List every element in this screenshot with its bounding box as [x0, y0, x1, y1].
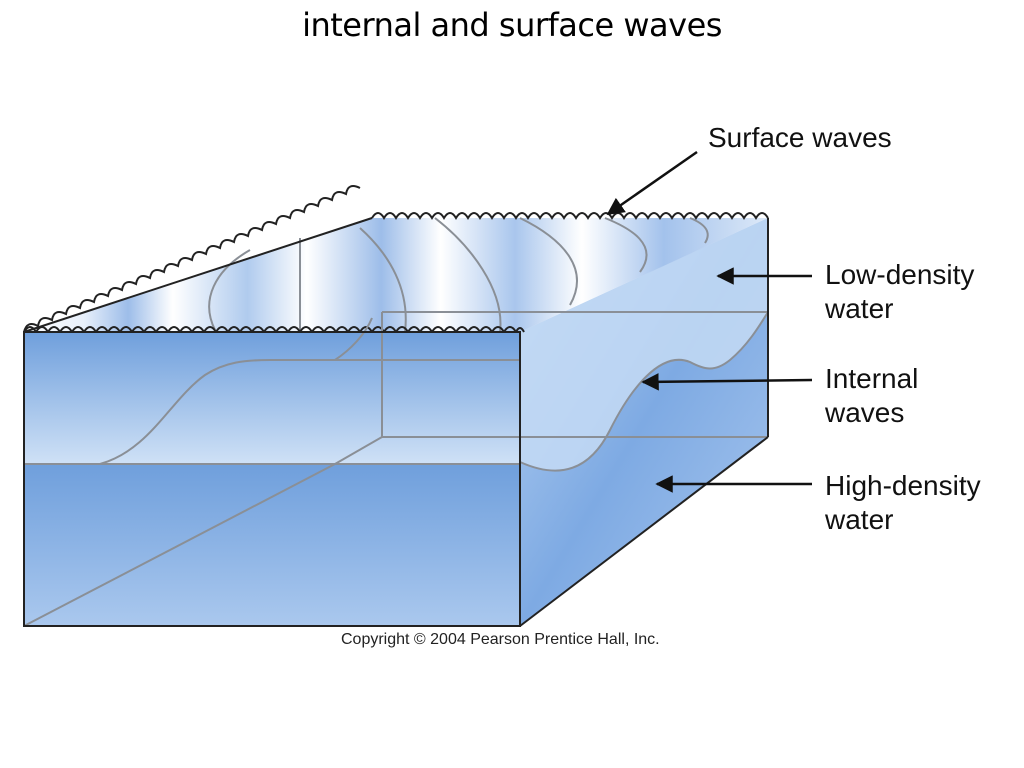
copyright-notice: Copyright © 2004 Pearson Prentice Hall, …: [341, 631, 660, 648]
slide-title: internal and surface waves: [302, 6, 722, 44]
surface-waves-arrow: [606, 150, 698, 216]
low-density-water-label: Low-density water: [825, 259, 975, 324]
block-front-face: [23, 311, 768, 627]
block-top-surface: [23, 185, 769, 335]
high-density-water-label: High-density water: [825, 470, 981, 535]
internal-waves-arrow: [641, 373, 813, 391]
internal-waves-label: Internal waves: [825, 363, 919, 428]
block-outline: [519, 218, 769, 627]
surface-waves-label: Surface waves: [708, 122, 892, 153]
block-side-face: [519, 218, 769, 626]
